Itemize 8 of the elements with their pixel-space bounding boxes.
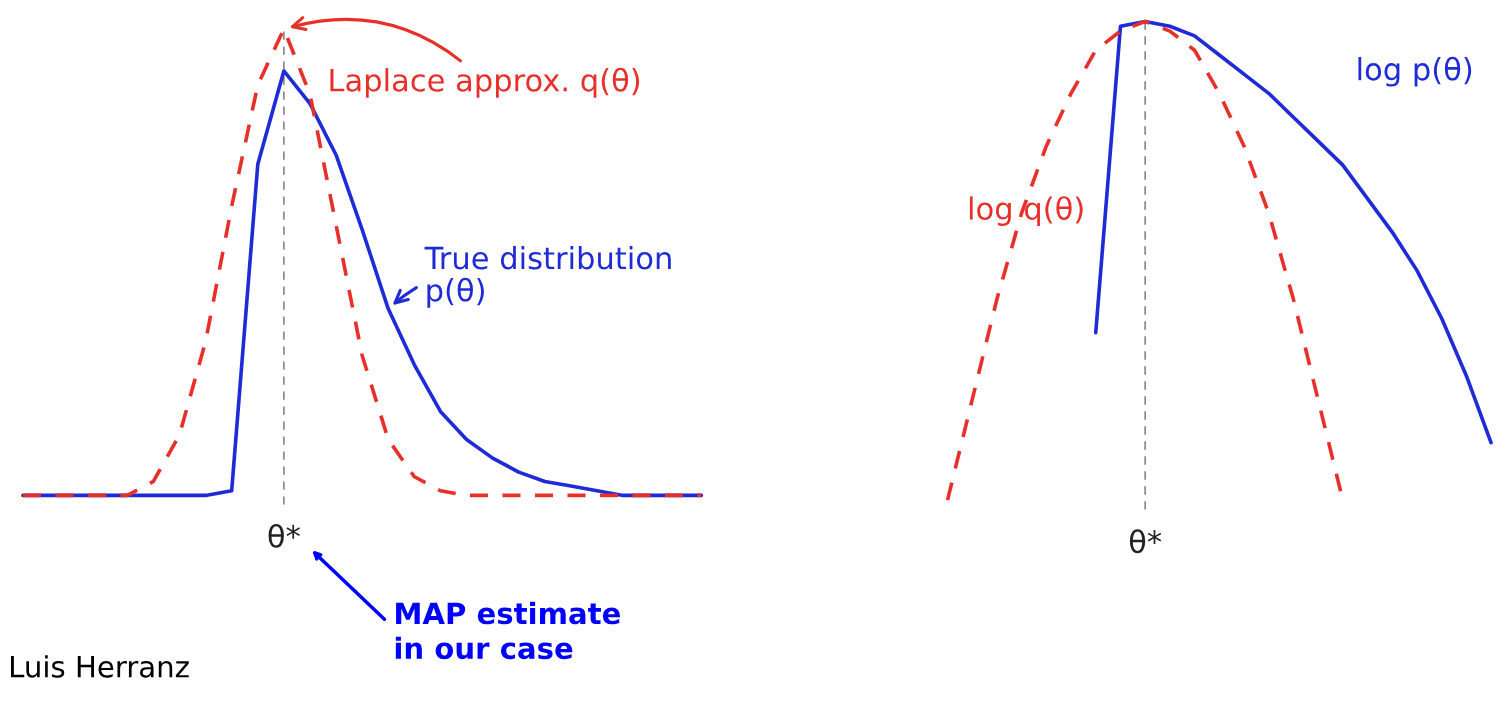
series-label: log q(θ) xyxy=(969,196,1083,226)
text: θ* xyxy=(1129,529,1162,554)
text: MAP estimate in our case xyxy=(395,601,620,660)
text: Luis Herranz xyxy=(11,655,189,678)
text: θ* xyxy=(268,523,300,548)
series-label: Laplace approx. q(θ) xyxy=(330,67,640,98)
legend-label: True distribution p(θ) xyxy=(424,245,671,308)
text: log p(θ) xyxy=(1358,56,1472,87)
